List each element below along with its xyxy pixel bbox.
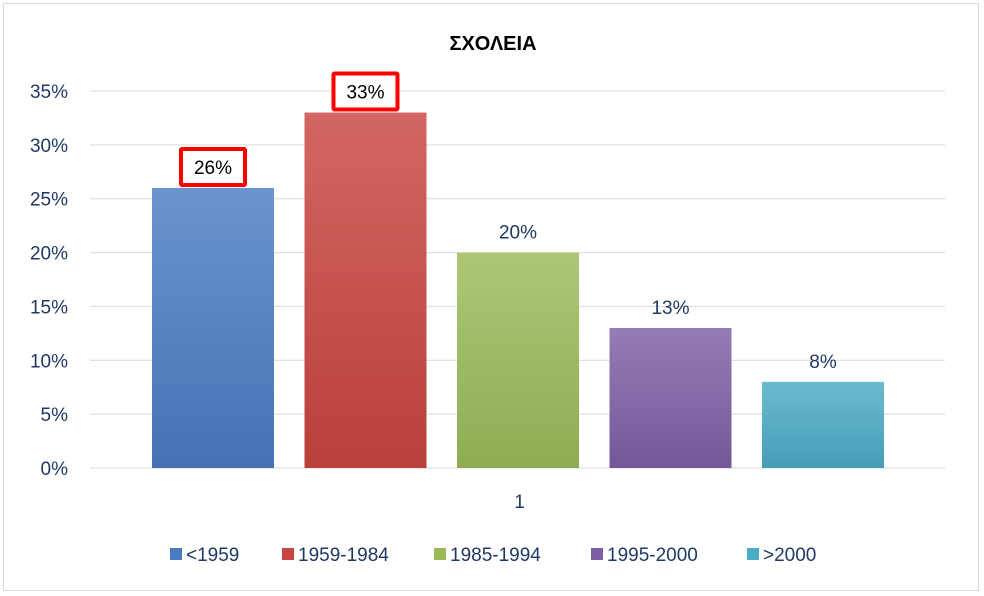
legend-label: <1959 — [186, 545, 239, 566]
legend-label: >2000 — [763, 545, 816, 566]
y-tick-label: 25% — [30, 190, 68, 211]
x-tick-label: 1 — [514, 492, 525, 513]
bar — [762, 381, 884, 468]
chart-title: ΣΧΟΛΕΙΑ — [449, 33, 536, 55]
data-label: 20% — [499, 223, 537, 244]
bar — [152, 187, 274, 468]
legend-swatch — [434, 548, 446, 560]
data-label: 33% — [346, 83, 384, 104]
x-axis-ticks: 1 — [514, 492, 525, 513]
y-tick-label: 35% — [30, 82, 68, 103]
data-label: 26% — [194, 158, 232, 179]
y-axis-ticks: 0% 5% 10% 15% 20% 25% 30% 35% — [30, 82, 68, 480]
legend-swatch — [591, 548, 603, 560]
y-tick-label: 10% — [30, 351, 68, 372]
y-tick-label: 0% — [41, 459, 69, 480]
legend-label: 1985-1994 — [450, 545, 541, 566]
bar — [609, 327, 732, 468]
highlight-box — [179, 146, 247, 187]
y-tick-label: 5% — [41, 405, 69, 426]
legend-swatch — [747, 548, 759, 560]
data-label: 13% — [651, 298, 689, 319]
y-tick-label: 30% — [30, 136, 68, 157]
data-label: 8% — [809, 352, 837, 373]
legend: <1959 1959-1984 1985-1994 1995-2000 >2000 — [170, 545, 816, 566]
highlight-box — [331, 71, 400, 112]
y-tick-label: 15% — [30, 297, 68, 318]
legend-label: 1959-1984 — [298, 545, 389, 566]
data-labels: 26% 33% 20% 13% 8% — [179, 71, 837, 373]
y-tick-label: 20% — [30, 244, 68, 265]
legend-label: 1995-2000 — [607, 545, 698, 566]
bar — [304, 112, 427, 469]
legend-swatch — [282, 548, 294, 560]
bar — [457, 252, 579, 468]
bars — [152, 112, 884, 469]
legend-swatch — [170, 548, 182, 560]
